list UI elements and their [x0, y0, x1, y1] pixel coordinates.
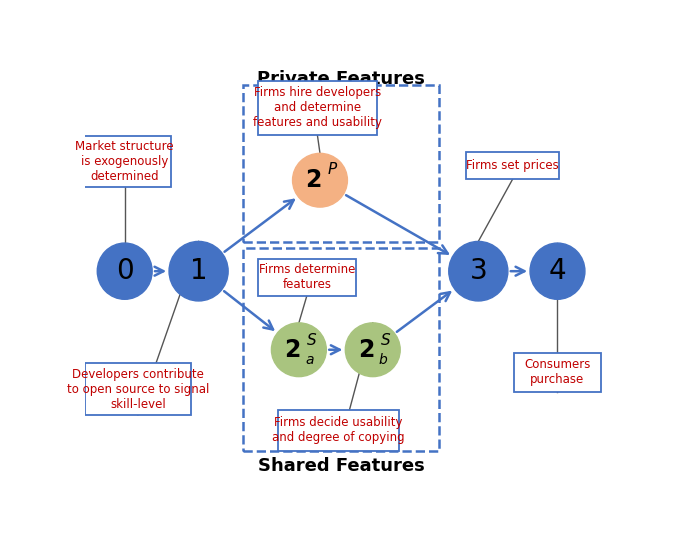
FancyBboxPatch shape: [466, 153, 559, 179]
Text: $\mathbf{2}$: $\mathbf{2}$: [285, 338, 301, 362]
Text: Firms decide usability
and degree of copying: Firms decide usability and degree of cop…: [272, 416, 405, 445]
Bar: [243, 249, 439, 451]
FancyBboxPatch shape: [85, 363, 191, 415]
Text: Consumers
purchase: Consumers purchase: [524, 359, 590, 387]
Text: Private Features: Private Features: [257, 70, 425, 88]
FancyBboxPatch shape: [258, 81, 377, 135]
Text: $\mathit{S}$: $\mathit{S}$: [306, 332, 317, 348]
FancyBboxPatch shape: [514, 353, 601, 392]
Text: $\mathit{S}$: $\mathit{S}$: [380, 332, 391, 348]
FancyBboxPatch shape: [258, 259, 355, 296]
Bar: [243, 85, 439, 242]
Text: $\mathit{b}$: $\mathit{b}$: [378, 352, 388, 367]
Text: Firms set prices: Firms set prices: [466, 159, 559, 172]
Text: Market structure
is exogenously
determined: Market structure is exogenously determin…: [76, 140, 174, 183]
Text: Firms determine
features: Firms determine features: [259, 263, 355, 292]
FancyBboxPatch shape: [78, 136, 171, 187]
Ellipse shape: [97, 243, 152, 299]
Text: Developers contribute
to open source to signal
skill-level: Developers contribute to open source to …: [67, 367, 209, 410]
Ellipse shape: [272, 323, 326, 376]
Text: 1: 1: [190, 257, 208, 285]
Text: $\mathit{P}$: $\mathit{P}$: [327, 161, 338, 177]
Ellipse shape: [345, 323, 400, 376]
Ellipse shape: [169, 242, 228, 301]
Text: Firms hire developers
and determine
features and usability: Firms hire developers and determine feat…: [253, 86, 382, 129]
FancyBboxPatch shape: [278, 410, 399, 451]
Text: 0: 0: [116, 257, 133, 285]
Text: 4: 4: [549, 257, 567, 285]
Text: 3: 3: [469, 257, 487, 285]
Ellipse shape: [530, 243, 585, 299]
Ellipse shape: [293, 154, 347, 207]
Text: $\mathit{a}$: $\mathit{a}$: [304, 353, 314, 367]
Text: $\mathbf{2}$: $\mathbf{2}$: [358, 338, 375, 362]
Ellipse shape: [449, 242, 508, 301]
Text: $\mathbf{2}$: $\mathbf{2}$: [306, 168, 322, 192]
Text: Shared Features: Shared Features: [257, 456, 424, 475]
